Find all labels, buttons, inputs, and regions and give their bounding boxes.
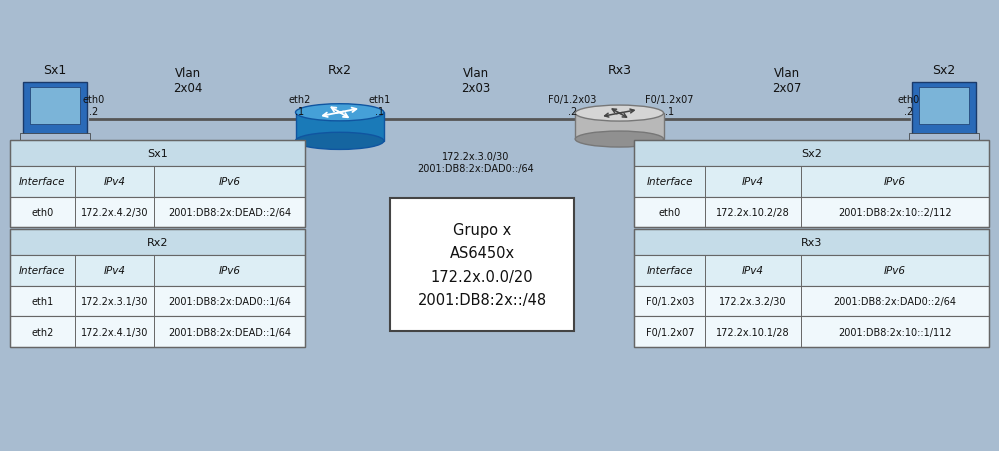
Text: eth2
.1: eth2 .1 [289, 95, 311, 117]
Text: eth0
.2: eth0 .2 [83, 95, 105, 117]
FancyBboxPatch shape [10, 255, 305, 286]
FancyBboxPatch shape [38, 140, 72, 151]
Text: 2001:DB8:2x:DEAD::2/64: 2001:DB8:2x:DEAD::2/64 [168, 207, 291, 217]
Text: IPv6: IPv6 [884, 177, 906, 187]
Ellipse shape [575, 106, 663, 122]
Text: Grupo x
AS6450x
172.2x.0.0/20
2001:DB8:2x::/48: Grupo x AS6450x 172.2x.0.0/20 2001:DB8:2… [418, 222, 546, 308]
Text: Sx1: Sx1 [43, 64, 67, 77]
Text: Interface: Interface [19, 177, 66, 187]
Text: Rx3: Rx3 [607, 64, 631, 77]
Text: eth0: eth0 [31, 207, 54, 217]
FancyBboxPatch shape [10, 286, 305, 317]
FancyBboxPatch shape [634, 140, 989, 166]
FancyBboxPatch shape [10, 140, 305, 166]
FancyBboxPatch shape [10, 197, 305, 228]
Text: IPv4: IPv4 [104, 177, 126, 187]
Text: Vlan
2x03: Vlan 2x03 [461, 67, 491, 95]
Text: IPv6: IPv6 [219, 177, 241, 187]
FancyBboxPatch shape [296, 113, 384, 142]
Text: Sx2: Sx2 [801, 148, 822, 158]
FancyBboxPatch shape [909, 134, 979, 141]
Text: IPv4: IPv4 [742, 177, 764, 187]
Text: Sx1: Sx1 [147, 148, 168, 158]
Text: IPv6: IPv6 [219, 266, 241, 276]
Text: Interface: Interface [646, 177, 693, 187]
Text: 172.2x.10.0/28
2001:DB8:2x:10::/112: 172.2x.10.0/28 2001:DB8:2x:10::/112 [733, 152, 841, 173]
FancyBboxPatch shape [10, 317, 305, 347]
Text: 2001:DB8:2x:10::1/112: 2001:DB8:2x:10::1/112 [838, 327, 952, 337]
FancyBboxPatch shape [634, 286, 989, 317]
FancyBboxPatch shape [10, 166, 305, 197]
Text: 172.2x.10.2/28: 172.2x.10.2/28 [716, 207, 790, 217]
FancyBboxPatch shape [10, 229, 305, 255]
FancyBboxPatch shape [634, 166, 989, 197]
Text: Sx2: Sx2 [932, 64, 956, 77]
Text: eth1: eth1 [31, 296, 54, 306]
Text: IPv4: IPv4 [742, 266, 764, 276]
Text: eth2: eth2 [31, 327, 54, 337]
FancyBboxPatch shape [23, 83, 87, 136]
Text: 172.2x.3.0/30
2001:DB8:2x:DAD0::/64: 172.2x.3.0/30 2001:DB8:2x:DAD0::/64 [418, 152, 533, 173]
Text: eth0
.2: eth0 .2 [898, 95, 920, 117]
Text: eth1
.1: eth1 .1 [369, 95, 391, 117]
Text: Vlan
2x04: Vlan 2x04 [173, 67, 203, 95]
Text: IPv6: IPv6 [884, 266, 906, 276]
FancyBboxPatch shape [634, 255, 989, 286]
Text: 172.2x.4.0/30
2001:db8:2x:DEAD::/64: 172.2x.4.0/30 2001:db8:2x:DEAD::/64 [131, 152, 245, 173]
Text: 172.2x.4.2/30: 172.2x.4.2/30 [81, 207, 149, 217]
Text: eth0: eth0 [658, 207, 681, 217]
Text: 172.2x.10.1/28: 172.2x.10.1/28 [716, 327, 790, 337]
Text: IPv4: IPv4 [104, 266, 126, 276]
FancyBboxPatch shape [634, 317, 989, 347]
FancyBboxPatch shape [390, 198, 574, 331]
Text: F0/1.2x07: F0/1.2x07 [645, 327, 694, 337]
Text: Rx2: Rx2 [147, 237, 168, 247]
Ellipse shape [296, 105, 384, 122]
Ellipse shape [575, 132, 663, 148]
Text: 172.2x.3.1/30: 172.2x.3.1/30 [81, 296, 148, 306]
FancyBboxPatch shape [634, 229, 989, 255]
Text: 2001:DB8:2x:DAD0::1/64: 2001:DB8:2x:DAD0::1/64 [168, 296, 291, 306]
FancyBboxPatch shape [20, 134, 90, 141]
FancyBboxPatch shape [927, 140, 961, 151]
FancyBboxPatch shape [634, 197, 989, 228]
Text: Vlan
2x07: Vlan 2x07 [772, 67, 802, 95]
FancyBboxPatch shape [30, 88, 80, 125]
Text: F0/1.2x03
.2: F0/1.2x03 .2 [548, 95, 596, 117]
Text: 172.2x.3.2/30: 172.2x.3.2/30 [719, 296, 787, 306]
FancyBboxPatch shape [919, 88, 969, 125]
Text: Interface: Interface [19, 266, 66, 276]
Text: F0/1.2x07
.1: F0/1.2x07 .1 [645, 95, 693, 117]
Text: 2001:DB8:2x:DAD0::2/64: 2001:DB8:2x:DAD0::2/64 [833, 296, 956, 306]
Ellipse shape [296, 133, 384, 150]
Text: Rx2: Rx2 [328, 64, 352, 77]
Text: 2001:DB8:2x:DEAD::1/64: 2001:DB8:2x:DEAD::1/64 [168, 327, 291, 337]
Text: Rx3: Rx3 [801, 237, 822, 247]
Text: 2001:DB8:2x:10::2/112: 2001:DB8:2x:10::2/112 [838, 207, 952, 217]
FancyBboxPatch shape [575, 114, 663, 140]
Text: 172.2x.4.1/30: 172.2x.4.1/30 [81, 327, 148, 337]
Text: F0/1.2x03: F0/1.2x03 [645, 296, 694, 306]
Text: Interface: Interface [646, 266, 693, 276]
FancyBboxPatch shape [912, 83, 976, 136]
